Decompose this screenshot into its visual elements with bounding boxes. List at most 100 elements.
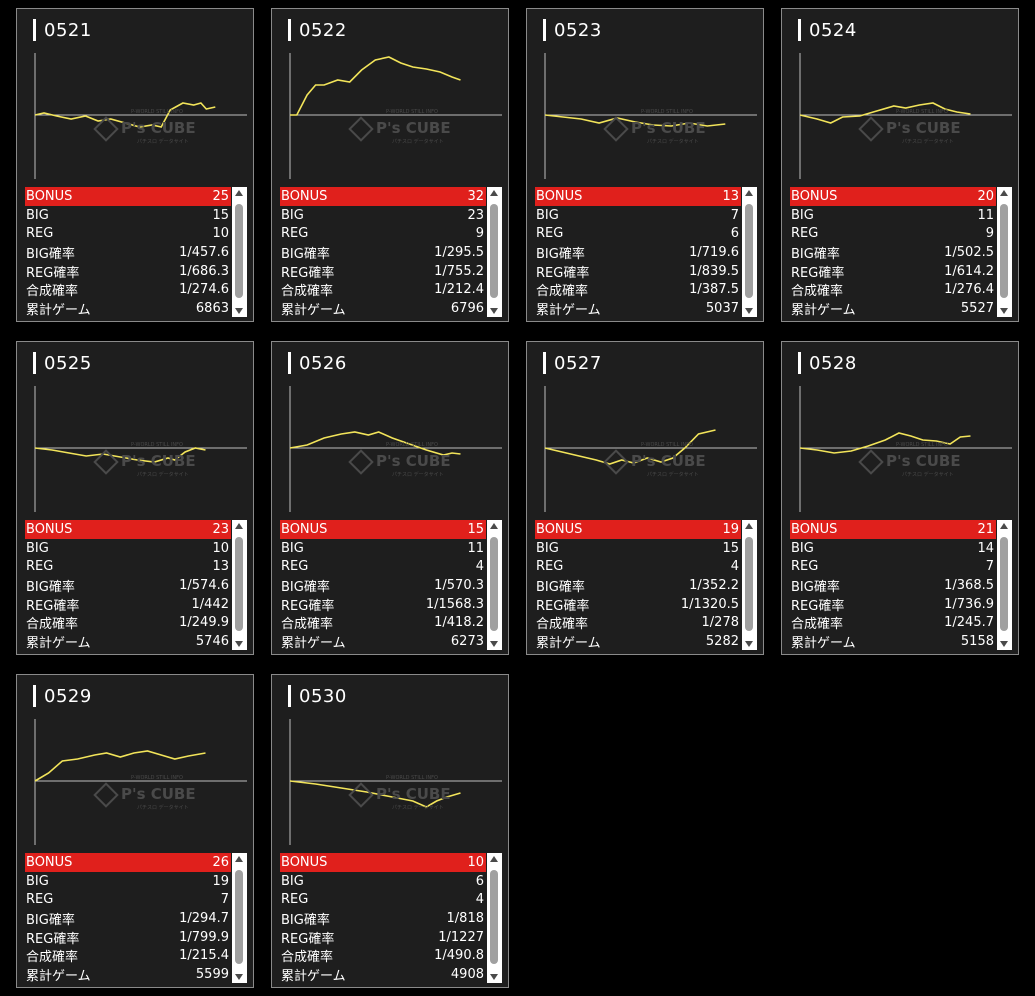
stat-label: REG bbox=[281, 892, 309, 908]
stat-row-reg: REG 10 bbox=[25, 224, 231, 243]
stats-scrollbar[interactable] bbox=[997, 520, 1012, 650]
scroll-up-arrow-icon[interactable] bbox=[490, 190, 498, 196]
scroll-down-arrow-icon[interactable] bbox=[745, 308, 753, 314]
machine-card[interactable]: 0529 P's CUBE P-WORLD STILL INFO パチスロ データサイ… bbox=[16, 674, 254, 988]
stat-label: BONUS bbox=[26, 188, 73, 204]
scroll-up-arrow-icon[interactable] bbox=[1000, 523, 1008, 529]
stat-label: BIG bbox=[281, 207, 304, 223]
stat-label: BONUS bbox=[791, 188, 838, 204]
machine-header: 0527 bbox=[543, 352, 602, 374]
scroll-down-arrow-icon[interactable] bbox=[490, 641, 498, 647]
stat-row-reg-rate: REG確率 1/1320.5 bbox=[535, 595, 741, 614]
scroll-down-arrow-icon[interactable] bbox=[1000, 308, 1008, 314]
scroll-down-arrow-icon[interactable] bbox=[235, 308, 243, 314]
scroll-thumb[interactable] bbox=[745, 537, 753, 631]
slump-graph-svg bbox=[34, 386, 247, 512]
graph-trend-line bbox=[289, 780, 461, 808]
stat-label: REG確率 bbox=[536, 265, 590, 281]
stat-row-big: BIG 7 bbox=[535, 206, 741, 225]
stat-value: 14 bbox=[977, 540, 994, 556]
stat-row-bonus: BONUS 25 bbox=[25, 187, 231, 206]
stats-scrollbar[interactable] bbox=[487, 187, 502, 317]
stat-label: BONUS bbox=[26, 854, 73, 870]
scroll-up-arrow-icon[interactable] bbox=[235, 856, 243, 862]
scroll-up-arrow-icon[interactable] bbox=[235, 523, 243, 529]
stat-row-combined-rate: 合成確率 1/387.5 bbox=[535, 280, 741, 299]
stat-row-big: BIG 10 bbox=[25, 539, 231, 558]
stat-row-combined-rate: 合成確率 1/278 bbox=[535, 613, 741, 632]
machine-number: 0530 bbox=[299, 685, 347, 707]
stat-label: 合成確率 bbox=[26, 950, 79, 966]
scroll-up-arrow-icon[interactable] bbox=[745, 523, 753, 529]
slump-graph: P's CUBE P-WORLD STILL INFO パチスロ データサイト bbox=[280, 49, 502, 183]
scroll-up-arrow-icon[interactable] bbox=[235, 190, 243, 196]
stats-scrollbar[interactable] bbox=[487, 853, 502, 983]
scroll-thumb[interactable] bbox=[235, 870, 243, 964]
scroll-up-arrow-icon[interactable] bbox=[1000, 190, 1008, 196]
header-accent-bar bbox=[543, 19, 546, 41]
machine-card[interactable]: 0525 P's CUBE P-WORLD STILL INFO パチスロ データサイ… bbox=[16, 341, 254, 655]
stat-value: 10 bbox=[212, 226, 229, 242]
stat-value: 5599 bbox=[195, 966, 229, 982]
stat-row-reg-rate: REG確率 1/1568.3 bbox=[280, 595, 486, 614]
scroll-thumb[interactable] bbox=[490, 537, 498, 631]
machine-card[interactable]: 0524 P's CUBE P-WORLD STILL INFO パチスロ データサイ… bbox=[781, 8, 1019, 322]
stat-row-big: BIG 11 bbox=[280, 539, 486, 558]
machine-header: 0524 bbox=[798, 19, 857, 41]
stat-label: REG bbox=[536, 226, 564, 242]
stat-row-big-rate: BIG確率 1/368.5 bbox=[790, 576, 996, 595]
scroll-thumb[interactable] bbox=[490, 204, 498, 298]
scroll-thumb[interactable] bbox=[1000, 537, 1008, 631]
stat-value: 1/249.9 bbox=[179, 615, 229, 631]
scroll-down-arrow-icon[interactable] bbox=[490, 308, 498, 314]
stat-value: 1/457.6 bbox=[179, 244, 229, 260]
stat-label: REG確率 bbox=[791, 265, 845, 281]
machine-card[interactable]: 0530 P's CUBE P-WORLD STILL INFO パチスロ データサイ… bbox=[271, 674, 509, 988]
scroll-thumb[interactable] bbox=[235, 537, 243, 631]
stats-scrollbar[interactable] bbox=[232, 187, 247, 317]
stat-row-total-games: 累計ゲーム 5599 bbox=[25, 965, 231, 984]
scroll-down-arrow-icon[interactable] bbox=[1000, 641, 1008, 647]
machine-header: 0521 bbox=[33, 19, 92, 41]
scroll-thumb[interactable] bbox=[1000, 204, 1008, 298]
scroll-down-arrow-icon[interactable] bbox=[490, 974, 498, 980]
stats-scrollbar[interactable] bbox=[232, 520, 247, 650]
stats-scrollbar[interactable] bbox=[742, 520, 757, 650]
machine-card[interactable]: 0523 P's CUBE P-WORLD STILL INFO パチスロ データサイ… bbox=[526, 8, 764, 322]
slump-graph-svg bbox=[799, 53, 1012, 179]
stat-label: 累計ゲーム bbox=[26, 968, 91, 984]
machine-number: 0528 bbox=[809, 352, 857, 374]
machine-card[interactable]: 0528 P's CUBE P-WORLD STILL INFO パチスロ データサイ… bbox=[781, 341, 1019, 655]
stat-row-reg-rate: REG確率 1/799.9 bbox=[25, 928, 231, 947]
machine-card[interactable]: 0521 P's CUBE P-WORLD STILL INFO パチスロ データサイ… bbox=[16, 8, 254, 322]
scroll-down-arrow-icon[interactable] bbox=[235, 641, 243, 647]
header-accent-bar bbox=[798, 19, 801, 41]
scroll-down-arrow-icon[interactable] bbox=[745, 641, 753, 647]
stat-row-bonus: BONUS 26 bbox=[25, 853, 231, 872]
machine-card[interactable]: 0526 P's CUBE P-WORLD STILL INFO パチスロ データサイ… bbox=[271, 341, 509, 655]
stat-value: 10 bbox=[212, 540, 229, 556]
machine-number: 0523 bbox=[554, 19, 602, 41]
stat-value: 1/839.5 bbox=[689, 263, 739, 279]
scroll-thumb[interactable] bbox=[235, 204, 243, 298]
stat-value: 19 bbox=[212, 873, 229, 889]
machine-header: 0528 bbox=[798, 352, 857, 374]
machine-card[interactable]: 0522 P's CUBE P-WORLD STILL INFO パチスロ データサイ… bbox=[271, 8, 509, 322]
scroll-up-arrow-icon[interactable] bbox=[745, 190, 753, 196]
slump-graph-svg bbox=[799, 386, 1012, 512]
stat-label: BONUS bbox=[26, 521, 73, 537]
stat-row-big-rate: BIG確率 1/294.7 bbox=[25, 909, 231, 928]
scroll-thumb[interactable] bbox=[490, 870, 498, 964]
scroll-thumb[interactable] bbox=[745, 204, 753, 298]
stats-scrollbar[interactable] bbox=[742, 187, 757, 317]
stats-scrollbar[interactable] bbox=[487, 520, 502, 650]
machine-number: 0526 bbox=[299, 352, 347, 374]
machine-number: 0524 bbox=[809, 19, 857, 41]
stats-scrollbar[interactable] bbox=[232, 853, 247, 983]
machine-card[interactable]: 0527 P's CUBE P-WORLD STILL INFO パチスロ データサイ… bbox=[526, 341, 764, 655]
scroll-up-arrow-icon[interactable] bbox=[490, 523, 498, 529]
stats-scrollbar[interactable] bbox=[997, 187, 1012, 317]
scroll-down-arrow-icon[interactable] bbox=[235, 974, 243, 980]
stat-value: 1/502.5 bbox=[944, 244, 994, 260]
scroll-up-arrow-icon[interactable] bbox=[490, 856, 498, 862]
